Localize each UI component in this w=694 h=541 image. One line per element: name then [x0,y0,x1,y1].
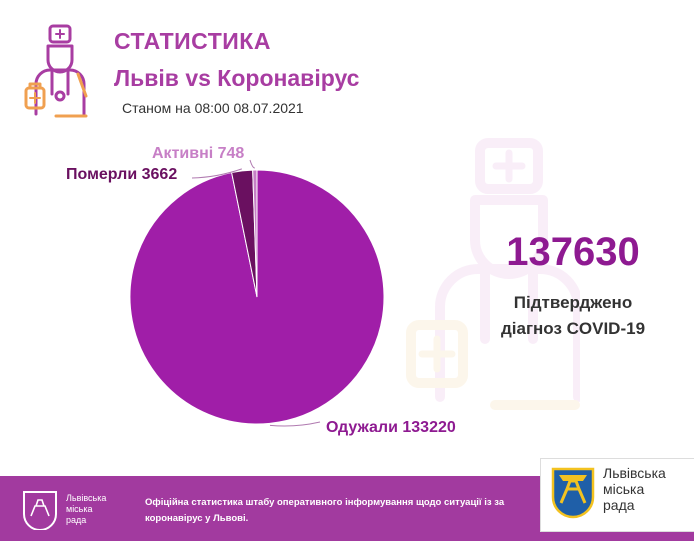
pie-leader-померли [191,168,243,179]
lviv-shield-icon [551,467,595,519]
lviv-city-council-card: Львівська міська рада [540,458,694,532]
pie-leader-активні [249,159,255,169]
pie-label-одужали: Одужали 133220 [326,419,456,436]
page-title: СТАТИСТИКА [114,28,271,54]
footer-city-line2: міська [66,504,93,514]
pie-leader-одужали [269,421,321,427]
lviv-card-name: Львівська міська рада [603,465,666,513]
confirmed-total: 137630 [506,230,640,274]
confirmed-total-label: Підтверджено діагноз COVID-19 [468,290,678,342]
pie-label-померли: Померли 3662 [66,166,177,183]
footer-note: Офіційна статистика штабу оперативного і… [145,495,525,527]
footer-city-name: Львівська міська рада [66,493,106,526]
date-line: Станом на 08:00 08.07.2021 [122,100,304,116]
pie-label-активні: Активні 748 [152,145,244,162]
pie-slice-активні [252,169,258,298]
footer-note-line2: коронавірус у Львові. [145,513,249,524]
confirmed-label-line2: діагноз COVID-19 [500,319,646,338]
footer-note-line1: Офіційна статистика штабу оперативного і… [145,497,505,508]
footer-city-line1: Львівська [66,493,107,503]
doctor-icon [24,24,88,118]
doctor-watermark-icon [406,138,580,410]
lviv-card-line2: міська [603,481,645,497]
lviv-card-line3: рада [603,497,635,513]
confirmed-label-line1: Підтверджено [513,293,633,312]
footer-city-line3: рада [66,515,87,525]
page-subtitle: Львів vs Коронавірус [114,65,360,91]
lviv-card-line1: Львівська [603,465,666,481]
lviv-coat-of-arms-icon [23,491,57,530]
pie-chart: Одужали 133220 Померли 3662 Активні 748 [66,145,456,436]
